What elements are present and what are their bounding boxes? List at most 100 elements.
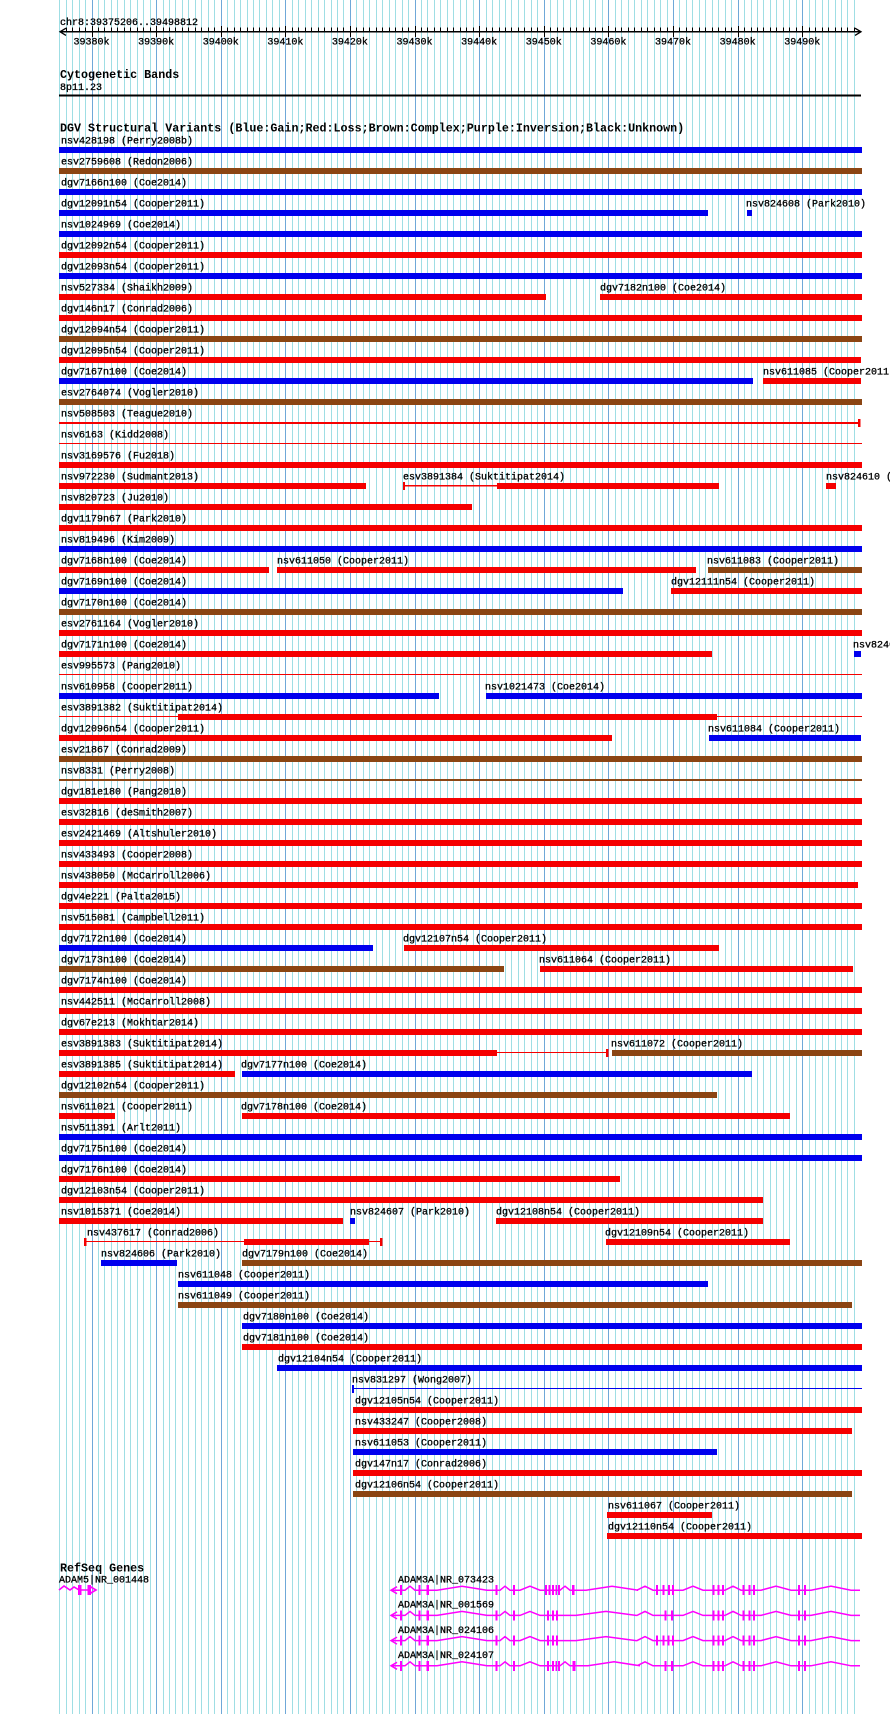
svg-text:39390k: 39390k: [138, 37, 174, 49]
svg-text:nsv819496 (Kim2009): nsv819496 (Kim2009): [61, 535, 175, 547]
svg-text:nsv824610 (Park2010): nsv824610 (Park2010): [826, 472, 890, 484]
svg-text:ADAM5|NR_001448: ADAM5|NR_001448: [59, 1575, 149, 1587]
svg-text:39440k: 39440k: [461, 37, 497, 49]
svg-text:39410k: 39410k: [267, 37, 303, 49]
svg-text:nsv3169576 (Fu2018): nsv3169576 (Fu2018): [61, 451, 175, 463]
svg-text:nsv611064 (Cooper2011): nsv611064 (Cooper2011): [539, 955, 671, 967]
svg-text:dgv7182n100 (Coe2014): dgv7182n100 (Coe2014): [600, 283, 726, 295]
svg-text:esv3891385 (Suktitipat2014): esv3891385 (Suktitipat2014): [61, 1060, 223, 1072]
svg-text:nsv442511 (McCarroll2008): nsv442511 (McCarroll2008): [61, 997, 211, 1009]
svg-text:dgv12109n54 (Cooper2011): dgv12109n54 (Cooper2011): [605, 1228, 749, 1240]
svg-text:dgv7176n100 (Coe2014): dgv7176n100 (Coe2014): [61, 1165, 187, 1177]
svg-text:ADAM3A|NR_001569: ADAM3A|NR_001569: [398, 1600, 494, 1612]
svg-text:nsv611083 (Cooper2011): nsv611083 (Cooper2011): [707, 556, 839, 568]
svg-text:dgv12105n54 (Cooper2011): dgv12105n54 (Cooper2011): [355, 1396, 499, 1408]
svg-text:dgv7175n100 (Coe2014): dgv7175n100 (Coe2014): [61, 1144, 187, 1156]
svg-text:dgv67e213 (Mokhtar2014): dgv67e213 (Mokhtar2014): [61, 1018, 199, 1030]
svg-text:esv2421469 (Altshuler2010): esv2421469 (Altshuler2010): [61, 829, 217, 841]
svg-text:nsv511391 (Arlt2011): nsv511391 (Arlt2011): [61, 1123, 181, 1135]
svg-text:nsv6163 (Kidd2008): nsv6163 (Kidd2008): [61, 430, 169, 442]
svg-text:dgv12096n54 (Cooper2011): dgv12096n54 (Cooper2011): [61, 724, 205, 736]
svg-text:dgv12108n54 (Cooper2011): dgv12108n54 (Cooper2011): [496, 1207, 640, 1219]
svg-text:nsv433493 (Cooper2008): nsv433493 (Cooper2008): [61, 850, 193, 862]
svg-text:dgv7181n100 (Coe2014): dgv7181n100 (Coe2014): [243, 1333, 369, 1345]
svg-text:dgv7178n100 (Coe2014): dgv7178n100 (Coe2014): [241, 1102, 367, 1114]
svg-text:dgv1179n67 (Park2010): dgv1179n67 (Park2010): [61, 514, 187, 526]
svg-text:dgv7173n100 (Coe2014): dgv7173n100 (Coe2014): [61, 955, 187, 967]
svg-text:RefSeq Genes: RefSeq Genes: [60, 1562, 144, 1576]
svg-text:nsv1021473 (Coe2014): nsv1021473 (Coe2014): [485, 682, 605, 694]
svg-text:ADAM3A|NR_024107: ADAM3A|NR_024107: [398, 1650, 494, 1662]
svg-text:nsv437617 (Conrad2006): nsv437617 (Conrad2006): [87, 1228, 219, 1240]
svg-text:nsv508503 (Teague2010): nsv508503 (Teague2010): [61, 409, 193, 421]
svg-text:esv21867 (Conrad2009): esv21867 (Conrad2009): [61, 745, 187, 757]
svg-text:dgv147n17 (Conrad2006): dgv147n17 (Conrad2006): [355, 1459, 487, 1471]
svg-text:nsv433247 (Cooper2008): nsv433247 (Cooper2008): [355, 1417, 487, 1429]
svg-text:nsv610958 (Cooper2011): nsv610958 (Cooper2011): [61, 682, 193, 694]
svg-text:dgv7170n100 (Coe2014): dgv7170n100 (Coe2014): [61, 598, 187, 610]
svg-text:8p11.23: 8p11.23: [60, 83, 102, 94]
svg-text:dgv7168n100 (Coe2014): dgv7168n100 (Coe2014): [61, 556, 187, 568]
svg-text:dgv12091n54 (Cooper2011): dgv12091n54 (Cooper2011): [61, 199, 205, 211]
svg-text:dgv4e221 (Palta2015): dgv4e221 (Palta2015): [61, 892, 181, 904]
svg-text:nsv611048 (Cooper2011): nsv611048 (Cooper2011): [178, 1270, 310, 1282]
svg-text:39460k: 39460k: [590, 37, 626, 49]
svg-text:esv3891384 (Suktitipat2014): esv3891384 (Suktitipat2014): [403, 472, 565, 484]
svg-text:nsv611067 (Cooper2011): nsv611067 (Cooper2011): [608, 1501, 740, 1513]
svg-text:nsv824607 (Park2010): nsv824607 (Park2010): [350, 1207, 470, 1219]
svg-text:dgv7166n100 (Coe2014): dgv7166n100 (Coe2014): [61, 178, 187, 190]
svg-text:nsv824608 (Park2010): nsv824608 (Park2010): [746, 199, 866, 211]
svg-text:esv3891382 (Suktitipat2014): esv3891382 (Suktitipat2014): [61, 703, 223, 715]
svg-text:nsv611049 (Cooper2011): nsv611049 (Cooper2011): [178, 1291, 310, 1303]
svg-text:dgv7174n100 (Coe2014): dgv7174n100 (Coe2014): [61, 976, 187, 988]
svg-text:esv2759608 (Redon2006): esv2759608 (Redon2006): [61, 157, 193, 169]
svg-text:nsv611084 (Cooper2011): nsv611084 (Cooper2011): [708, 724, 840, 736]
svg-text:dgv7171n100 (Coe2014): dgv7171n100 (Coe2014): [61, 640, 187, 652]
svg-text:esv2764074 (Vogler2010): esv2764074 (Vogler2010): [61, 388, 199, 400]
svg-text:39420k: 39420k: [332, 37, 368, 49]
svg-text:dgv146n17 (Conrad2006): dgv146n17 (Conrad2006): [61, 304, 193, 316]
svg-text:nsv1015371 (Coe2014): nsv1015371 (Coe2014): [61, 1207, 181, 1219]
svg-text:dgv181e180 (Pang2010): dgv181e180 (Pang2010): [61, 787, 187, 799]
svg-text:dgv12094n54 (Cooper2011): dgv12094n54 (Cooper2011): [61, 325, 205, 337]
svg-text:39380k: 39380k: [74, 37, 110, 49]
svg-text:esv3891383 (Suktitipat2014): esv3891383 (Suktitipat2014): [61, 1039, 223, 1051]
svg-text:39400k: 39400k: [203, 37, 239, 49]
svg-text:nsv820723 (Ju2010): nsv820723 (Ju2010): [61, 493, 169, 505]
svg-text:dgv7167n100 (Coe2014): dgv7167n100 (Coe2014): [61, 367, 187, 379]
svg-text:dgv12107n54 (Cooper2011): dgv12107n54 (Cooper2011): [403, 934, 547, 946]
svg-text:39490k: 39490k: [784, 37, 820, 49]
svg-text:dgv7169n100 (Coe2014): dgv7169n100 (Coe2014): [61, 577, 187, 589]
svg-text:dgv7177n100 (Coe2014): dgv7177n100 (Coe2014): [241, 1060, 367, 1072]
svg-text:dgv12093n54 (Cooper2011): dgv12093n54 (Cooper2011): [61, 262, 205, 274]
svg-text:nsv1024969 (Coe2014): nsv1024969 (Coe2014): [61, 220, 181, 232]
svg-text:39450k: 39450k: [526, 37, 562, 49]
svg-text:nsv515081 (Campbell2011): nsv515081 (Campbell2011): [61, 913, 205, 925]
svg-text:nsv824606 (Park2010): nsv824606 (Park2010): [101, 1249, 221, 1261]
svg-text:39480k: 39480k: [720, 37, 756, 49]
svg-text:esv995573 (Pang2010): esv995573 (Pang2010): [61, 661, 181, 673]
svg-text:nsv611021 (Cooper2011): nsv611021 (Cooper2011): [61, 1102, 193, 1114]
svg-text:dgv12110n54 (Cooper2011): dgv12110n54 (Cooper2011): [608, 1522, 752, 1534]
svg-text:nsv527334 (Shaikh2009): nsv527334 (Shaikh2009): [61, 283, 193, 295]
svg-text:39430k: 39430k: [397, 37, 433, 49]
svg-text:nsv8331 (Perry2008): nsv8331 (Perry2008): [61, 766, 175, 778]
svg-text:nsv611053 (Cooper2011): nsv611053 (Cooper2011): [355, 1438, 487, 1450]
svg-text:DGV Structural Variants (Blue:: DGV Structural Variants (Blue:Gain;Red:L…: [60, 122, 684, 136]
svg-text:ADAM3A|NR_073423: ADAM3A|NR_073423: [398, 1575, 494, 1587]
svg-text:dgv12111n54 (Cooper2011): dgv12111n54 (Cooper2011): [671, 577, 815, 589]
svg-text:39470k: 39470k: [655, 37, 691, 49]
svg-text:nsv824612 (Park2010): nsv824612 (Park2010): [853, 640, 890, 652]
svg-text:nsv611072 (Cooper2011): nsv611072 (Cooper2011): [611, 1039, 743, 1051]
svg-text:nsv611085 (Cooper2011): nsv611085 (Cooper2011): [763, 367, 890, 379]
svg-text:nsv972230 (Sudmant2013): nsv972230 (Sudmant2013): [61, 472, 199, 484]
svg-text:esv2761164 (Vogler2010): esv2761164 (Vogler2010): [61, 619, 199, 631]
svg-text:Cytogenetic Bands: Cytogenetic Bands: [60, 68, 179, 82]
svg-text:dgv12095n54 (Cooper2011): dgv12095n54 (Cooper2011): [61, 346, 205, 358]
svg-text:nsv611050 (Cooper2011): nsv611050 (Cooper2011): [277, 556, 409, 568]
svg-text:esv32816 (deSmith2007): esv32816 (deSmith2007): [61, 808, 193, 820]
svg-text:nsv438050 (McCarroll2006): nsv438050 (McCarroll2006): [61, 871, 211, 883]
svg-text:dgv7180n100 (Coe2014): dgv7180n100 (Coe2014): [243, 1312, 369, 1324]
svg-text:dgv12092n54 (Cooper2011): dgv12092n54 (Cooper2011): [61, 241, 205, 253]
svg-text:dgv12103n54 (Cooper2011): dgv12103n54 (Cooper2011): [61, 1186, 205, 1198]
